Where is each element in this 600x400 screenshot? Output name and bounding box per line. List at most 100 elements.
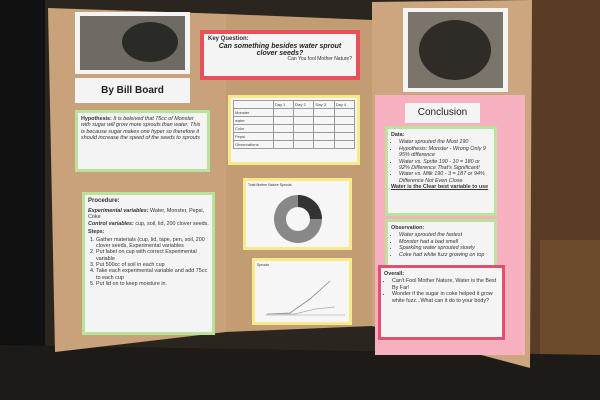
procedure: Procedure: Experimental variables: Water… [82, 192, 215, 335]
data-summary: Water is the Clear best variable to use [391, 184, 489, 190]
steps-label: Steps: [88, 229, 105, 236]
table-row: Pepsi [233, 132, 356, 141]
data-label: Data: [391, 132, 405, 138]
photo-right-soil [419, 20, 491, 80]
table-cell [313, 132, 335, 141]
tagline: Can You fool Mother Nature? [287, 56, 353, 63]
table-cell [333, 140, 356, 149]
hypothesis-inner: Hypothesis: It is beleived that 75cc of … [78, 113, 207, 169]
table-row: Observations [233, 140, 356, 149]
pie-inner: Total Mother Nature Sprouts [246, 181, 349, 247]
overall-inner: Overall: Can't Fool Mother Nature, Water… [381, 268, 502, 337]
control-text: cup, soil, lid, 200 clover seeds. [135, 220, 209, 227]
observation-list: Water sprouted the fastestMonster had a … [391, 232, 491, 258]
data-item: Water vs. Milk 190 - 3 = 187 or 94% Diff… [399, 171, 491, 184]
hypothesis-label: Hypothesis: [81, 116, 112, 122]
question: Can something besides water sprout clove… [218, 43, 342, 58]
table-cell [313, 116, 335, 125]
left-dark [0, 0, 45, 400]
row-header: water [233, 116, 274, 125]
control-label: Control variables: [88, 220, 134, 227]
step: Put label on cup with correct Experiment… [96, 249, 209, 262]
observation-item: Monster had a bad smell [399, 239, 491, 245]
data-table-inner: Day 1 Day 2 Day 3 Day 4 Monster water Coke Peps… [231, 98, 357, 162]
control: Control variables: cup, soil, lid, 200 c… [88, 221, 209, 227]
pie-hole [286, 207, 310, 232]
data-table: Day 1 Day 2 Day 3 Day 4 Monster water Coke Peps… [228, 95, 360, 165]
steps: Gather materials (cup, lid, tape, pen, s… [88, 237, 209, 288]
line-shape [267, 306, 336, 315]
photo-soil [122, 22, 178, 62]
row-header: Pepsi [233, 132, 274, 141]
observation-item: Sparkling water sprouted slowly [399, 245, 491, 251]
key-question-inner: Key Question: Can something besides wate… [204, 34, 356, 76]
overall-item: Can't Fool Mother Nature, Water is the B… [392, 278, 499, 291]
row-header: Observations [233, 140, 274, 149]
column-header: Day 3 [313, 100, 335, 109]
line-box: Sprouts [252, 258, 352, 325]
author: By Bill Board [75, 78, 190, 103]
experimental-text: Water, Monster, Pepsi, Coke [88, 208, 205, 221]
key-question-label: Key Question: [208, 36, 249, 42]
step: Take each experimental variable and add … [96, 268, 209, 281]
table-cell [333, 116, 356, 125]
counter [0, 345, 600, 400]
board-middle [226, 14, 372, 332]
key-question: Key Question: Can something besides wate… [200, 30, 360, 80]
table-cell [272, 108, 295, 117]
table-cell [333, 108, 356, 117]
table-cell [293, 116, 315, 125]
data-item: Water vs. Sprite 190 - 10 = 180 or 92% D… [399, 159, 491, 172]
pie-title: Total Mother Nature Sprouts [248, 183, 292, 187]
data-item: Hypothesis: Monster - Wrong Only 9 95% d… [399, 146, 491, 159]
overall-list: Can't Fool Mother Nature, Water is the B… [384, 278, 499, 304]
table-cell [272, 132, 295, 141]
procedure-title: Procedure: [88, 198, 120, 204]
observation-item: Coke had white fuzz growing on top [399, 252, 491, 258]
data-inner: Data: Water sprouted the Most 190Hypothe… [388, 129, 494, 213]
step: Put lid on to keep moisture in. [96, 281, 209, 287]
data-box: Data: Water sprouted the Most 190Hypothe… [385, 126, 497, 216]
table-row: Monster [233, 108, 356, 117]
table-cell [293, 132, 315, 141]
hypothesis: Hypothesis: It is beleived that 75cc of … [75, 110, 210, 172]
pie-slice [298, 195, 322, 220]
column-header: Day 2 [293, 100, 315, 109]
step: Gather materials (cup, lid, tape, pen, s… [96, 237, 209, 250]
table-cell [293, 140, 315, 149]
row-header: Monster [233, 108, 274, 117]
observation-label: Observation: [391, 225, 425, 231]
table-row: Coke [233, 124, 356, 133]
overall-label: Overall: [384, 271, 405, 277]
procedure-inner: Procedure: Experimental variables: Water… [85, 195, 212, 332]
observation-item: Water sprouted the fastest [399, 232, 491, 238]
experimental-label: Experimental variables: [88, 208, 149, 215]
data-list: Water sprouted the Most 190Hypothesis: M… [391, 139, 491, 184]
line-inner: Sprouts [255, 261, 349, 322]
table-cell [313, 108, 335, 117]
line-shape [266, 280, 331, 315]
step: Put 500cc of soil in each cup [96, 262, 209, 268]
table-corner [233, 100, 274, 109]
column-header: Day 1 [272, 100, 295, 109]
data-item: Water sprouted the Most 190 [399, 139, 491, 145]
table-cell [293, 108, 315, 117]
table-cell [272, 140, 295, 149]
table-cell [333, 124, 356, 133]
pie-graphic [274, 195, 322, 244]
table-header: Day 1 Day 2 Day 3 Day 4 [233, 100, 356, 109]
line-title: Sprouts [257, 263, 270, 267]
observation-box: Observation: Water sprouted the fastestM… [385, 219, 497, 269]
observation-inner: Observation: Water sprouted the fastestM… [388, 222, 494, 266]
line-graphic [265, 280, 345, 316]
table-row: water [233, 116, 356, 125]
conclusion-title: Conclusion [405, 103, 480, 123]
overall-box: Overall: Can't Fool Mother Nature, Water… [378, 265, 505, 340]
overall-item: Wonder if the sugar in coke helped it gr… [392, 291, 499, 304]
table-cell [272, 124, 295, 133]
pie-box: Total Mother Nature Sprouts [243, 178, 352, 250]
table-cell [313, 124, 335, 133]
row-header: Coke [233, 124, 274, 133]
column-header: Day 4 [333, 100, 356, 109]
